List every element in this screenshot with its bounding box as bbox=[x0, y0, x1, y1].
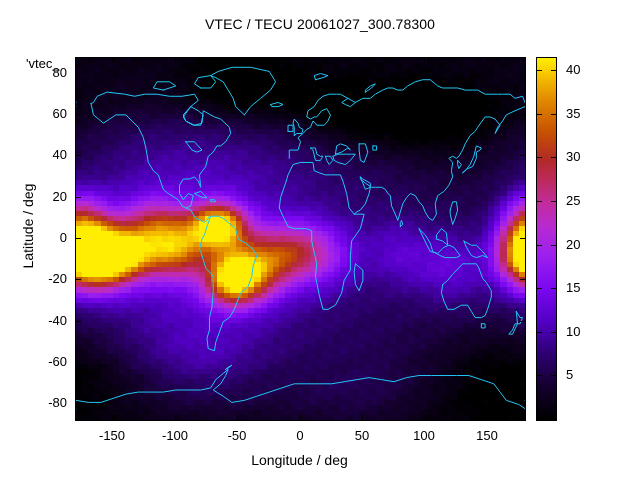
y-tick-mark bbox=[520, 238, 525, 239]
y-tick-mark bbox=[76, 321, 81, 322]
x-tick-mark bbox=[237, 58, 238, 63]
y-tick-mark bbox=[520, 197, 525, 198]
x-tick-mark bbox=[300, 415, 301, 420]
x-tick-label: -150 bbox=[98, 428, 126, 443]
x-tick-mark bbox=[175, 415, 176, 420]
colorbar-tick-mark bbox=[537, 375, 542, 376]
x-axis-label: Longitude / deg bbox=[251, 452, 348, 468]
y-tick-mark bbox=[76, 114, 81, 115]
y-tick-label: -40 bbox=[48, 313, 67, 328]
x-tick-mark bbox=[112, 58, 113, 63]
y-tick-mark bbox=[76, 155, 81, 156]
x-tick-mark bbox=[237, 415, 238, 420]
y-tick-mark bbox=[520, 73, 525, 74]
colorbar-tick-mark bbox=[537, 332, 542, 333]
colorbar-tick-mark bbox=[551, 201, 556, 202]
colorbar-tick-mark bbox=[551, 70, 556, 71]
colorbar-tick-label: 30 bbox=[566, 149, 581, 164]
colorbar-tick-label: 15 bbox=[566, 280, 581, 295]
colorbar-tick-mark bbox=[537, 157, 542, 158]
page-title: VTEC / TECU 20061027_300.78300 bbox=[204, 16, 435, 32]
y-tick-label: 0 bbox=[59, 230, 67, 245]
colorbar-tick-label: 35 bbox=[566, 106, 581, 121]
x-tick-label: 0 bbox=[296, 428, 304, 443]
colorbar-tick-mark bbox=[537, 70, 542, 71]
map-plot-area bbox=[75, 57, 526, 421]
x-tick-mark bbox=[300, 58, 301, 63]
vtec-heatmap-canvas bbox=[76, 58, 525, 420]
y-tick-label: 80 bbox=[52, 65, 67, 80]
y-tick-mark bbox=[520, 403, 525, 404]
colorbar-gradient bbox=[537, 58, 556, 420]
x-tick-mark bbox=[112, 415, 113, 420]
colorbar bbox=[536, 57, 557, 421]
colorbar-tick-mark bbox=[551, 332, 556, 333]
y-tick-mark bbox=[520, 155, 525, 156]
y-tick-mark bbox=[76, 279, 81, 280]
x-tick-label: -50 bbox=[227, 428, 247, 443]
x-tick-mark bbox=[175, 58, 176, 63]
x-tick-mark bbox=[362, 415, 363, 420]
y-tick-mark bbox=[76, 197, 81, 198]
x-tick-mark bbox=[424, 58, 425, 63]
colorbar-tick-mark bbox=[537, 114, 542, 115]
y-tick-mark bbox=[520, 114, 525, 115]
x-tick-label: 150 bbox=[476, 428, 498, 443]
x-tick-mark bbox=[424, 415, 425, 420]
y-tick-label: 40 bbox=[52, 147, 67, 162]
colorbar-tick-label: 10 bbox=[566, 324, 581, 339]
y-tick-mark bbox=[76, 403, 81, 404]
y-tick-label: 20 bbox=[52, 189, 67, 204]
y-tick-label: -60 bbox=[48, 354, 67, 369]
colorbar-tick-mark bbox=[551, 114, 556, 115]
key-title: 'vtec_ bbox=[26, 56, 60, 71]
y-tick-mark bbox=[76, 238, 81, 239]
y-tick-label: -80 bbox=[48, 395, 67, 410]
colorbar-tick-mark bbox=[551, 245, 556, 246]
x-tick-label: 100 bbox=[413, 428, 435, 443]
y-tick-mark bbox=[76, 73, 81, 74]
x-tick-mark bbox=[362, 58, 363, 63]
colorbar-tick-label: 40 bbox=[566, 62, 581, 77]
y-tick-label: -20 bbox=[48, 271, 67, 286]
y-axis-label: Latitude / deg bbox=[20, 183, 36, 269]
colorbar-tick-mark bbox=[551, 288, 556, 289]
colorbar-tick-mark bbox=[551, 157, 556, 158]
colorbar-tick-label: 25 bbox=[566, 193, 581, 208]
y-tick-mark bbox=[76, 362, 81, 363]
y-tick-label: 60 bbox=[52, 106, 67, 121]
y-tick-mark bbox=[520, 362, 525, 363]
x-tick-mark bbox=[487, 58, 488, 63]
y-tick-mark bbox=[520, 279, 525, 280]
colorbar-tick-mark bbox=[537, 288, 542, 289]
colorbar-tick-label: 20 bbox=[566, 237, 581, 252]
colorbar-tick-mark bbox=[551, 375, 556, 376]
y-tick-mark bbox=[520, 321, 525, 322]
x-tick-mark bbox=[487, 415, 488, 420]
colorbar-tick-label: 5 bbox=[566, 367, 574, 382]
x-tick-label: 50 bbox=[354, 428, 370, 443]
x-tick-label: -100 bbox=[161, 428, 189, 443]
colorbar-tick-mark bbox=[537, 245, 542, 246]
colorbar-tick-mark bbox=[537, 201, 542, 202]
